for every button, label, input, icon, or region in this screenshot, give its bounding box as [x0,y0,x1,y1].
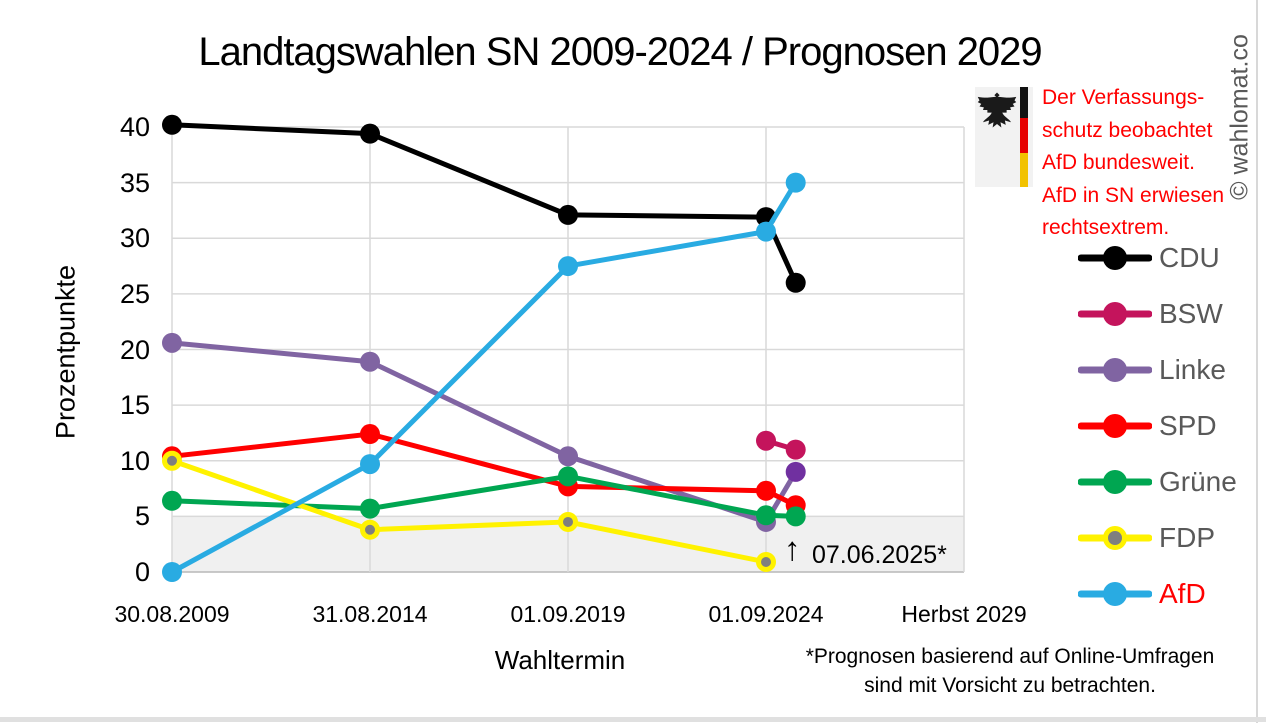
data-point-Grüne [162,490,182,511]
x-tick-label: Herbst 2029 [901,601,1027,627]
verfassungsschutz-badge [975,87,1033,187]
legend-item-spd: SPD [1078,408,1237,444]
prognosis-footnote: *Prognosen basierend auf Online-Umfragen… [805,645,1215,697]
legend-swatch-afd [1078,582,1152,606]
x-tick-label: 01.09.2024 [708,601,824,627]
x-axis-title: Wahltermin [494,645,626,675]
legend-label-gruene: Grüne [1159,466,1237,497]
y-tick-label: 40 [119,112,150,142]
data-point-Grüne [558,466,578,487]
y-tick-label: 15 [119,390,150,421]
german-flag-stripe [1020,87,1028,187]
data-point-BSW [756,430,776,451]
data-point-AfD [162,562,182,582]
legend-item-cdu: CDU [1078,240,1237,276]
legend-item-bsw: BSW [1078,296,1237,332]
legend-swatch-bsw [1078,302,1152,326]
y-tick-label: 30 [119,223,150,254]
data-point-SPD [360,424,380,445]
data-point-Grüne [756,505,776,526]
series-CDU [162,114,806,293]
federal-eagle-icon [977,92,1017,128]
data-point-FDP [162,450,182,471]
series-Linke [162,332,806,532]
data-point-Grüne [360,498,380,519]
series-BSW [756,430,806,460]
series-AfD [162,172,806,582]
data-point-FDP [558,511,578,532]
window-bottom-edge [0,717,1266,722]
chart-title: Landtagswahlen SN 2009-2024 / Prognosen … [198,30,1042,74]
data-point-Linke [785,461,806,482]
data-point-AfD [360,454,380,475]
series-line [169,180,799,575]
window-right-border [1256,0,1258,723]
legend-item-fdp: FDP [1078,520,1237,556]
y-tick-label: 20 [119,334,150,365]
legend-swatch-spd [1078,414,1152,438]
legend-label-bsw: BSW [1159,298,1223,329]
data-point-AfD [785,172,806,193]
up-arrow-icon: ↑ [784,530,801,567]
y-tick-label: 35 [119,167,150,198]
y-tick-label: 0 [134,557,150,587]
series-FDP [162,450,776,572]
data-point-CDU [785,272,806,293]
data-point-CDU [360,123,380,144]
legend: CDU BSW Linke SPD Grüne FDP AfD [1078,240,1237,632]
data-point-BSW [785,439,806,460]
flag-red-segment [1020,118,1028,153]
y-tick-label: 5 [134,501,150,532]
data-point-CDU [558,204,578,225]
legend-item-afd: AfD [1078,576,1237,612]
legend-swatch-cdu [1078,246,1152,270]
x-tick-label: 30.08.2009 [114,601,230,627]
y-tick-label: 10 [119,445,150,476]
series-line [169,458,769,565]
flag-black-segment [1020,87,1028,118]
data-point-Linke [558,446,578,467]
legend-item-gruene: Grüne [1078,464,1237,500]
x-tick-label: 01.09.2019 [510,601,626,627]
data-point-AfD [756,221,776,242]
series-line [169,122,799,286]
data-point-FDP [360,519,380,540]
y-tick-label: 25 [119,278,150,309]
copyright-watermark: © wahlomat.co [1225,34,1254,200]
legend-swatch-fdp [1078,526,1152,550]
data-point-SPD [756,480,776,501]
series-line [169,473,799,519]
data-point-CDU [162,114,182,135]
data-point-FDP [756,551,776,572]
prognosis-date-label: 07.06.2025* [812,541,947,569]
legend-label-afd: AfD [1159,578,1206,609]
legend-label-fdp: FDP [1159,522,1215,553]
legend-item-linke: Linke [1078,352,1237,388]
legend-swatch-gruene [1078,470,1152,494]
flag-gold-segment [1020,153,1028,187]
x-tick-label: 31.08.2014 [312,601,428,627]
data-point-Grüne [785,506,806,527]
afd-warning-text: Der Verfassungs- schutz beobachtet AfD b… [1042,86,1225,239]
data-point-Linke [162,332,182,353]
legend-label-spd: SPD [1159,410,1217,441]
legend-label-linke: Linke [1159,354,1226,385]
legend-swatch-linke [1078,358,1152,382]
data-point-Linke [360,351,380,372]
data-point-AfD [558,256,578,277]
legend-label-cdu: CDU [1159,242,1220,273]
